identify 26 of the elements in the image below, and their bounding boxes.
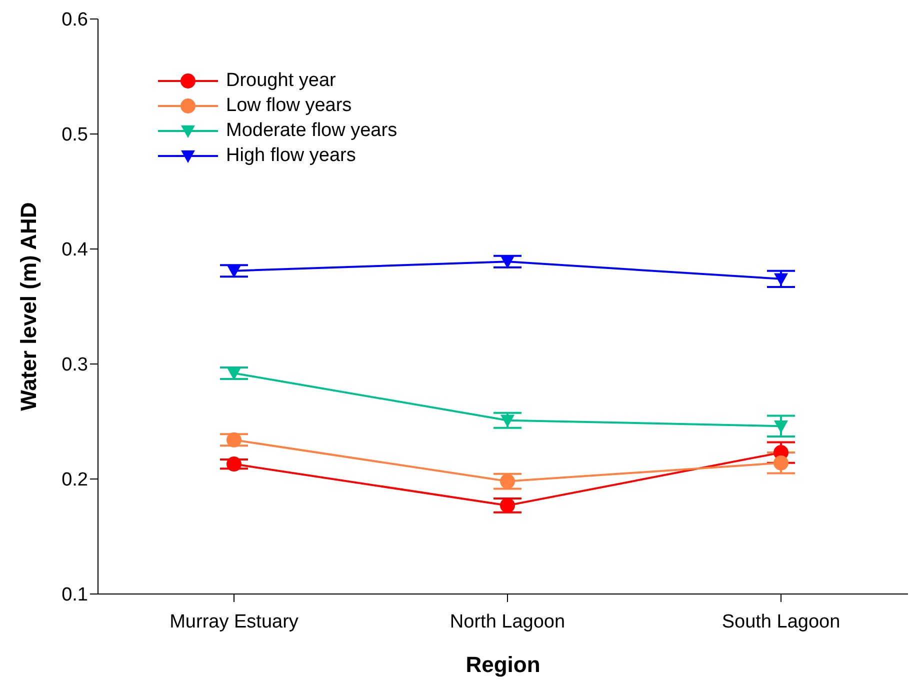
point <box>500 414 514 428</box>
point <box>500 474 515 489</box>
point <box>227 368 241 380</box>
legend-label: Low flow years <box>226 94 352 116</box>
y-tick-label: 0.1 <box>62 584 88 606</box>
x-tick-label: Murray Estuary <box>170 611 299 632</box>
y-tick-label: 0.5 <box>62 124 88 146</box>
x-tick-label: North Lagoon <box>450 611 566 632</box>
point <box>227 265 241 278</box>
y-axis-title: Water level (m) AHD <box>16 202 41 411</box>
point <box>226 456 242 472</box>
legend-label: High flow years <box>226 144 356 166</box>
x-axis-title: Region <box>466 652 540 677</box>
y-tick-label: 0.2 <box>62 470 88 491</box>
legend-label: Moderate flow years <box>226 120 398 142</box>
point <box>226 432 242 448</box>
point <box>774 455 788 470</box>
x-tick-label: South Lagoon <box>722 611 840 632</box>
y-tick-label: 0.6 <box>62 10 88 31</box>
point <box>500 498 515 513</box>
y-tick-label: 0.3 <box>62 354 88 376</box>
legend-label: Drought year <box>226 70 336 92</box>
point <box>500 256 514 269</box>
y-tick-label: 0.4 <box>62 240 88 261</box>
point <box>774 273 788 286</box>
point <box>774 420 788 434</box>
